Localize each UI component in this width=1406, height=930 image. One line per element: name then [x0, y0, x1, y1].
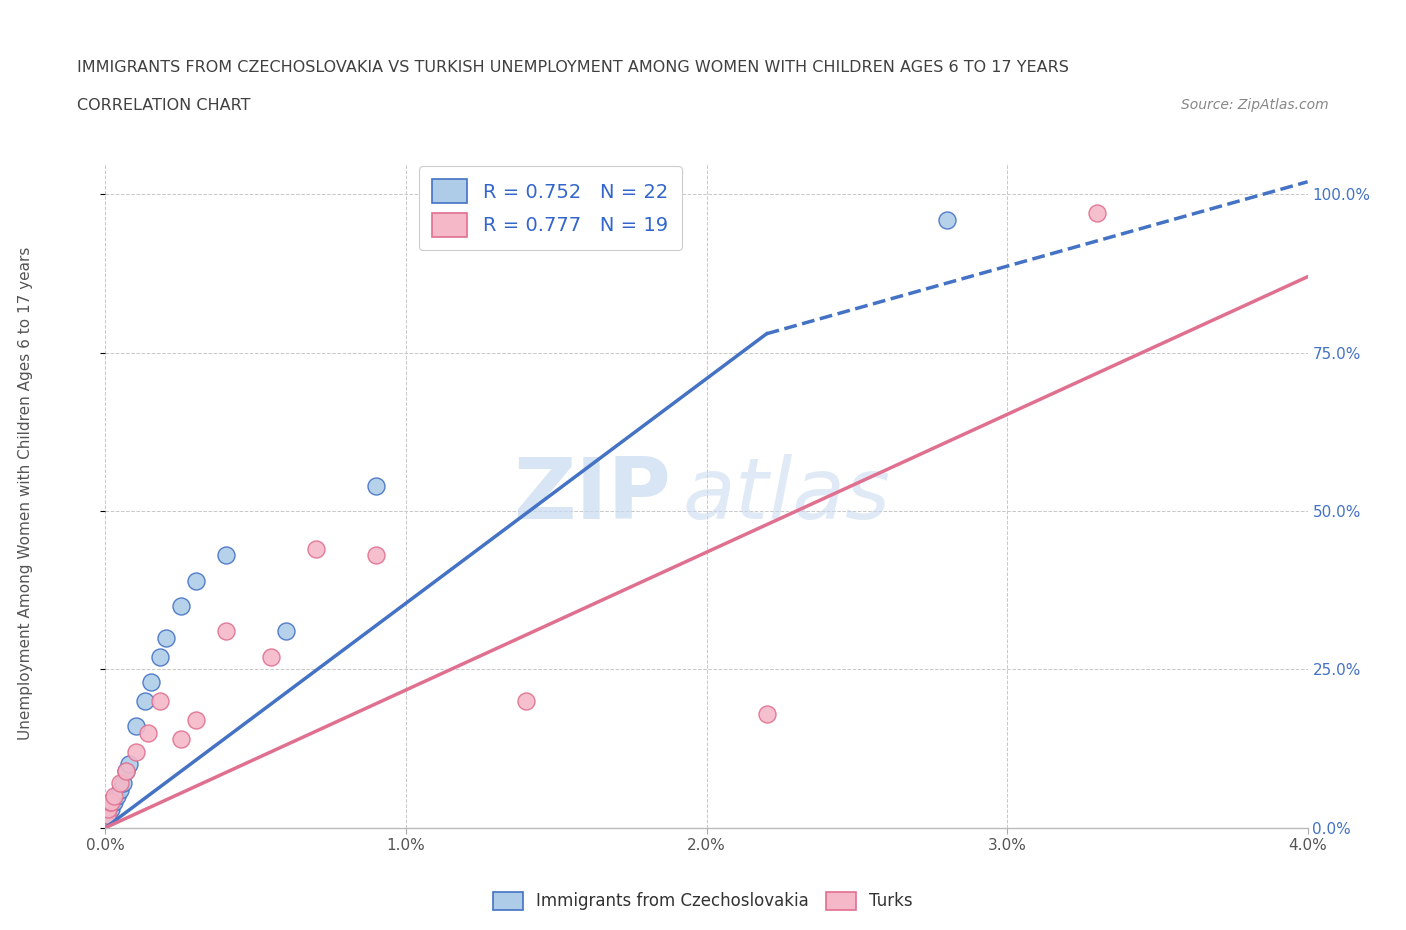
Point: [136, 725, 159, 740]
Point: [100, 802, 122, 817]
Point: [98, 795, 121, 810]
Point: [260, 649, 283, 664]
Point: [97, 802, 120, 817]
Point: [364, 478, 387, 493]
Point: [305, 541, 328, 556]
Point: [515, 694, 537, 709]
Point: [101, 795, 124, 810]
Point: [155, 631, 177, 645]
Point: [96, 807, 118, 822]
Point: [118, 757, 141, 772]
Text: Source: ZipAtlas.com: Source: ZipAtlas.com: [1181, 98, 1329, 112]
Point: [97, 807, 120, 822]
Point: [134, 694, 156, 709]
Point: [110, 782, 132, 797]
Point: [169, 732, 191, 747]
Text: ZIP: ZIP: [513, 454, 671, 537]
Text: Unemployment Among Women with Children Ages 6 to 17 years: Unemployment Among Women with Children A…: [18, 246, 32, 739]
Point: [214, 624, 236, 639]
Legend: Immigrants from Czechoslovakia, Turks: Immigrants from Czechoslovakia, Turks: [486, 885, 920, 917]
Point: [169, 599, 191, 614]
Text: IMMIGRANTS FROM CZECHOSLOVAKIA VS TURKISH UNEMPLOYMENT AMONG WOMEN WITH CHILDREN: IMMIGRANTS FROM CZECHOSLOVAKIA VS TURKIS…: [77, 60, 1069, 75]
Text: atlas: atlas: [682, 454, 890, 537]
Point: [100, 795, 122, 810]
Point: [115, 764, 138, 778]
Point: [124, 719, 146, 734]
Point: [214, 548, 236, 563]
Point: [107, 789, 129, 804]
Point: [98, 802, 121, 817]
Point: [148, 649, 170, 664]
Point: [124, 744, 146, 759]
Point: [96, 807, 118, 822]
Point: [274, 624, 297, 639]
Legend: R = 0.752   N = 22, R = 0.777   N = 19: R = 0.752 N = 22, R = 0.777 N = 19: [419, 166, 682, 250]
Point: [112, 776, 135, 790]
Point: [110, 776, 132, 790]
Point: [755, 706, 778, 721]
Point: [148, 694, 170, 709]
Point: [364, 548, 387, 563]
Point: [1085, 206, 1108, 220]
Point: [115, 764, 138, 778]
Point: [184, 712, 207, 727]
Point: [936, 212, 959, 227]
Point: [103, 795, 125, 810]
Text: CORRELATION CHART: CORRELATION CHART: [77, 98, 250, 113]
Point: [184, 573, 207, 588]
Point: [103, 789, 125, 804]
Point: [139, 674, 162, 689]
